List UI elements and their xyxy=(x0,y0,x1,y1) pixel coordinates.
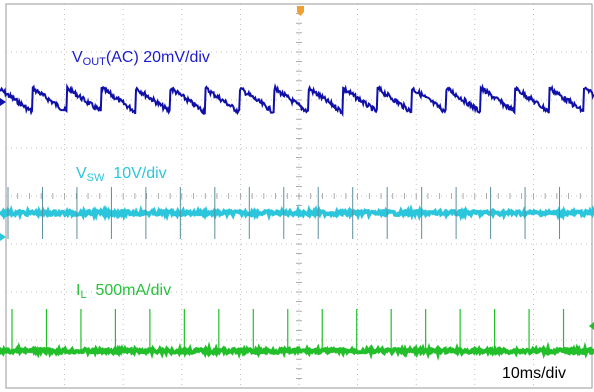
vout-channel-label: VOUT(AC) 20mV/div xyxy=(72,49,210,68)
vout-ground-marker xyxy=(0,98,6,106)
il-trace xyxy=(0,309,594,361)
vsw-trace xyxy=(0,187,594,239)
vsw-ground-marker xyxy=(0,233,6,241)
il-baseline xyxy=(0,341,594,361)
vout-waveform xyxy=(0,83,594,118)
vsw-baseline xyxy=(0,204,594,222)
timebase-label: 10ms/div xyxy=(501,365,566,382)
il-channel-label: IL 500mA/div xyxy=(76,282,172,301)
trigger-level-marker xyxy=(589,322,594,330)
il-ground-marker xyxy=(0,347,6,355)
vsw-channel-label: VSW 10V/div xyxy=(76,165,167,184)
channel-markers xyxy=(0,6,594,355)
graticule xyxy=(5,3,593,389)
vout-trace xyxy=(0,83,594,118)
trigger-position-icon xyxy=(297,6,304,16)
